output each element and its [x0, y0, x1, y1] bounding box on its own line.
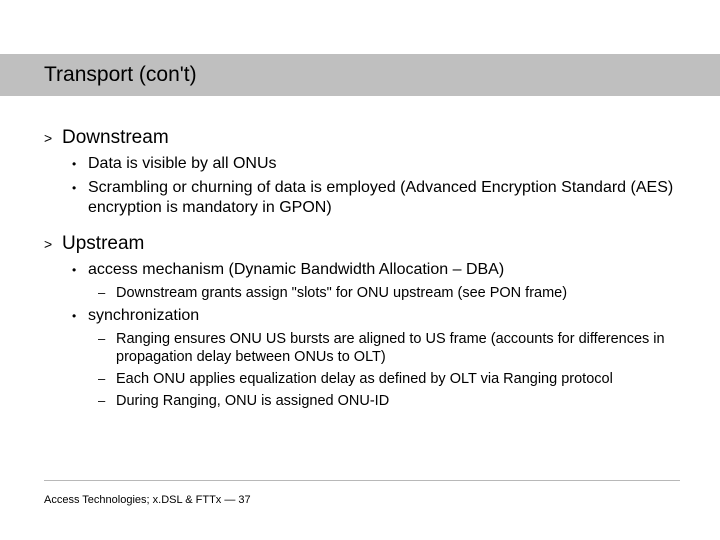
bullet-text: access mechanism (Dynamic Bandwidth Allo… — [88, 260, 684, 280]
bullet-lvl3: – — [98, 284, 116, 302]
bullet-lvl2: • — [72, 260, 88, 280]
bullet-lvl1: > — [44, 126, 62, 150]
bullet-lvl1: > — [44, 232, 62, 256]
bullet-item: • Data is visible by all ONUs — [44, 154, 684, 174]
bullet-text: synchronization — [88, 306, 684, 326]
bullet-lvl2: • — [72, 154, 88, 174]
sub-bullet-text: During Ranging, ONU is assigned ONU-ID — [116, 392, 684, 410]
sub-bullet-item: – Downstream grants assign "slots" for O… — [44, 284, 684, 302]
bullet-lvl3: – — [98, 392, 116, 410]
bullet-text: Scrambling or churning of data is employ… — [88, 178, 684, 218]
sub-bullet-text: Each ONU applies equalization delay as d… — [116, 370, 684, 388]
footer-text: Access Technologies; x.DSL & FTTx — 37 — [44, 494, 251, 506]
bullet-item: • Scrambling or churning of data is empl… — [44, 178, 684, 218]
bullet-lvl3: – — [98, 330, 116, 366]
heading-upstream: > Upstream — [44, 232, 684, 256]
slide: { "title": "Transport (con't)", "section… — [0, 0, 720, 540]
sub-bullet-item: – During Ranging, ONU is assigned ONU-ID — [44, 392, 684, 410]
bullet-text: Data is visible by all ONUs — [88, 154, 684, 174]
footer-rule — [44, 480, 680, 481]
sub-bullet-text: Downstream grants assign "slots" for ONU… — [116, 284, 684, 302]
bullet-item: • access mechanism (Dynamic Bandwidth Al… — [44, 260, 684, 280]
heading-downstream: > Downstream — [44, 126, 684, 150]
bullet-item: • synchronization — [44, 306, 684, 326]
heading-text: Upstream — [62, 232, 144, 256]
bullet-lvl3: – — [98, 370, 116, 388]
slide-body: > Downstream • Data is visible by all ON… — [44, 118, 684, 410]
slide-title: Transport (con't) — [44, 63, 197, 87]
heading-text: Downstream — [62, 126, 169, 150]
sub-bullet-text: Ranging ensures ONU US bursts are aligne… — [116, 330, 684, 366]
bullet-lvl2: • — [72, 306, 88, 326]
bullet-lvl2: • — [72, 178, 88, 218]
title-bar: Transport (con't) — [0, 54, 720, 96]
sub-bullet-item: – Ranging ensures ONU US bursts are alig… — [44, 330, 684, 366]
sub-bullet-item: – Each ONU applies equalization delay as… — [44, 370, 684, 388]
